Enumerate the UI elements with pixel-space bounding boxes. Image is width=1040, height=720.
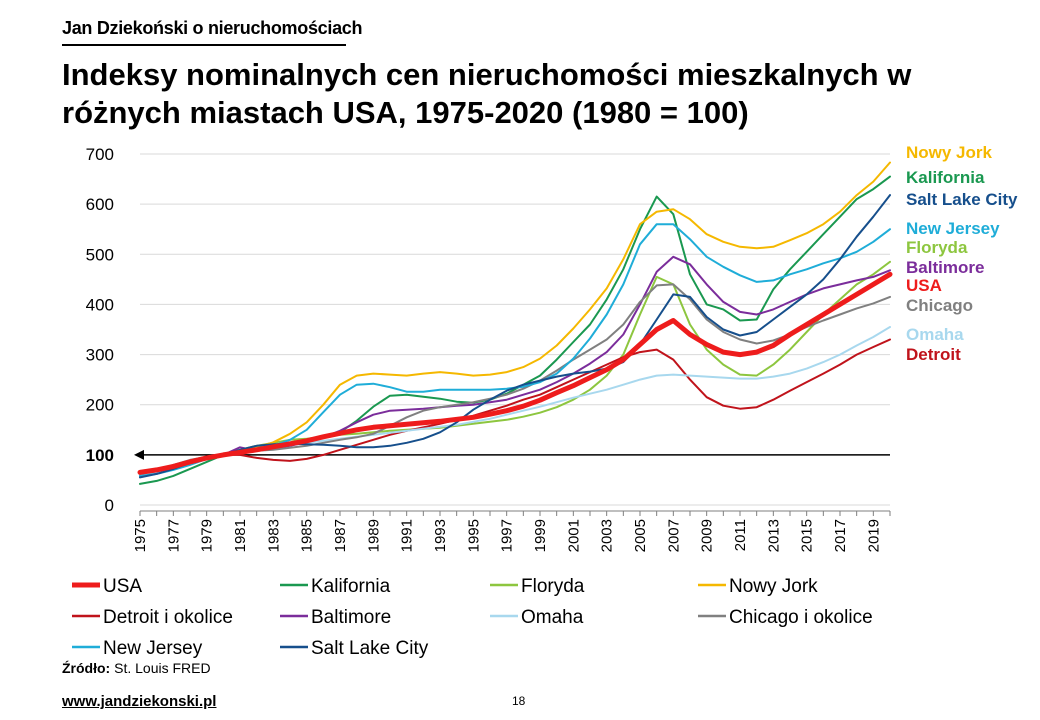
legend-label: Floryda	[521, 576, 585, 597]
legend-label: Chicago i okolice	[729, 607, 873, 628]
brand-underline	[62, 44, 346, 46]
legend-item[interactable]: Chicago i okolice	[698, 607, 873, 628]
end-label: Detroit	[906, 345, 961, 364]
y-axis: 0 100 200 300 400 500 600 700	[86, 145, 114, 515]
x-tick-label: 1983	[265, 519, 282, 552]
legend-item[interactable]: USA	[72, 576, 142, 597]
end-label: Omaha	[906, 325, 964, 344]
legend-label: Baltimore	[311, 607, 391, 628]
end-label: Nowy Jork	[906, 143, 993, 162]
reference-arrow-icon	[134, 449, 144, 460]
series-line-chicago-i-okolice	[139, 283, 891, 475]
series-lines	[137, 161, 893, 485]
x-tick-label: 1975	[132, 519, 149, 552]
legend-item[interactable]: Nowy Jork	[698, 576, 818, 597]
x-tick-label: 1991	[399, 519, 416, 552]
x-tick-label: 1995	[465, 519, 482, 552]
x-tick-label: 1979	[199, 519, 216, 552]
x-axis: 1975 1977 1979 1981 1983 1985 1987 1989 1991 1993…	[132, 510, 891, 552]
y-tick-label: 100	[86, 446, 114, 465]
legend-label: Nowy Jork	[729, 576, 818, 597]
x-tick-label: 1997	[499, 519, 516, 552]
legend-label: New Jersey	[103, 638, 203, 659]
series-line-kalifornia	[139, 175, 891, 485]
legend-item[interactable]: Detroit i okolice	[72, 607, 233, 628]
end-label: Salt Lake City	[906, 190, 1018, 209]
legend-item[interactable]: Floryda	[490, 576, 585, 597]
legend-item[interactable]: Kalifornia	[280, 576, 391, 597]
legend-label: Kalifornia	[311, 576, 391, 597]
series-line-usa	[137, 271, 893, 475]
legend-item[interactable]: Baltimore	[280, 607, 391, 628]
series-line-nowy-jork	[139, 161, 891, 476]
x-tick-label: 2009	[699, 519, 716, 552]
series-line-salt-lake-city	[139, 194, 891, 479]
gridlines	[140, 153, 890, 506]
x-tick-label: 2011	[732, 519, 749, 551]
legend-label: USA	[103, 576, 142, 597]
x-tick-label: 2015	[799, 519, 816, 552]
x-tick-label: 1989	[365, 519, 382, 552]
x-tick-label: 1985	[299, 519, 316, 552]
source-label: Źródło:	[62, 660, 111, 676]
y-tick-label: 700	[86, 145, 114, 164]
x-tick-label: 2013	[765, 519, 782, 552]
legend-item[interactable]: New Jersey	[72, 638, 203, 659]
website-link[interactable]: www.jandziekonski.pl	[62, 693, 217, 710]
y-tick-label: 300	[86, 346, 114, 365]
legend-item[interactable]: Salt Lake City	[280, 638, 429, 659]
x-tick-label: 1977	[165, 519, 182, 552]
end-label: Floryda	[906, 238, 968, 257]
series-line-detroit-i-okolice	[139, 338, 891, 476]
x-tick-label: 2019	[865, 519, 882, 552]
legend: USA Kalifornia Floryda Nowy Jork Detroit i o…	[72, 576, 873, 659]
x-tick-label: 2005	[632, 519, 649, 552]
x-tick-label: 2007	[665, 519, 682, 552]
x-tick-label: 2001	[565, 519, 582, 552]
end-label: USA	[906, 276, 942, 295]
legend-label: Detroit i okolice	[103, 607, 233, 628]
y-tick-label: 600	[86, 195, 114, 214]
chart-title: Indeksy nominalnych cen nieruchomości mi…	[62, 57, 912, 130]
y-tick-label: 400	[86, 295, 114, 314]
end-label: Kalifornia	[906, 168, 985, 187]
x-tick-label: 1981	[232, 519, 249, 552]
y-tick-label: 200	[86, 396, 114, 415]
y-tick-label: 0	[105, 496, 114, 515]
x-tick-label: 2017	[832, 519, 849, 552]
x-tick-label: 1987	[332, 519, 349, 552]
x-tick-label: 1993	[432, 519, 449, 552]
series-line-floryda	[139, 260, 891, 476]
brand-header: Jan Dziekoński o nieruchomościach	[62, 18, 363, 38]
end-label: Chicago	[906, 296, 973, 315]
end-labels: Nowy Jork Kalifornia Salt Lake City New Jer…	[906, 143, 1018, 364]
end-label: Baltimore	[906, 258, 984, 277]
series-line-baltimore	[139, 255, 891, 477]
end-label: New Jersey	[906, 219, 1000, 238]
reference-line-100	[134, 449, 890, 460]
legend-item[interactable]: Omaha	[490, 607, 584, 628]
legend-label: Omaha	[521, 607, 584, 628]
page-number: 18	[512, 694, 526, 708]
y-tick-label: 500	[86, 245, 114, 264]
x-tick-label: 2003	[599, 519, 616, 552]
source-value: St. Louis FRED	[114, 660, 211, 676]
x-tick-label: 1999	[532, 519, 549, 552]
series-line-new-jersey	[139, 223, 891, 477]
legend-label: Salt Lake City	[311, 638, 429, 659]
source-note: Źródło: St. Louis FRED	[62, 660, 211, 676]
